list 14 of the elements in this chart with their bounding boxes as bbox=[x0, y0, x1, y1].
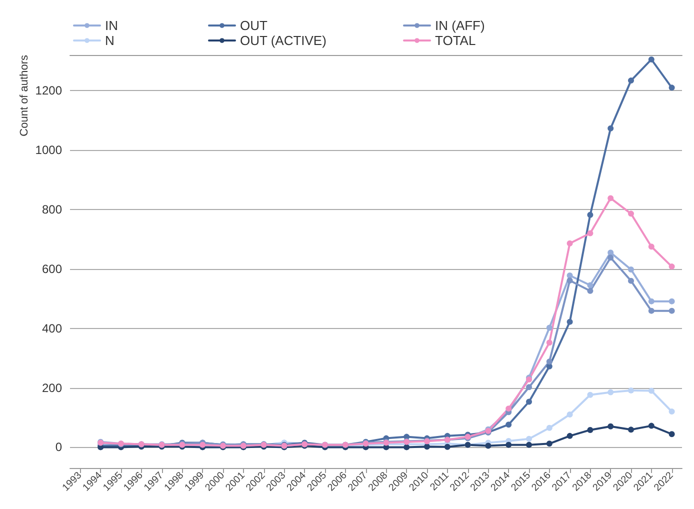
legend-label: TOTAL bbox=[435, 33, 476, 48]
legend-label: OUT (ACTIVE) bbox=[240, 33, 326, 48]
y-tick-label: 1200 bbox=[35, 84, 62, 98]
y-tick-label: 400 bbox=[42, 321, 62, 336]
y-tick-label: 200 bbox=[42, 380, 62, 395]
legend-label: N bbox=[105, 33, 114, 48]
y-tick-label: 800 bbox=[42, 202, 62, 217]
legend-label: IN bbox=[105, 18, 118, 33]
legend-label: OUT bbox=[240, 18, 268, 33]
legend-label: IN (AFF) bbox=[435, 18, 485, 33]
y-axis-title: Count of authors bbox=[18, 54, 30, 136]
y-tick-label: 1000 bbox=[35, 143, 62, 158]
y-tick-label: 600 bbox=[42, 262, 62, 276]
y-tick-label: 0 bbox=[55, 440, 62, 454]
